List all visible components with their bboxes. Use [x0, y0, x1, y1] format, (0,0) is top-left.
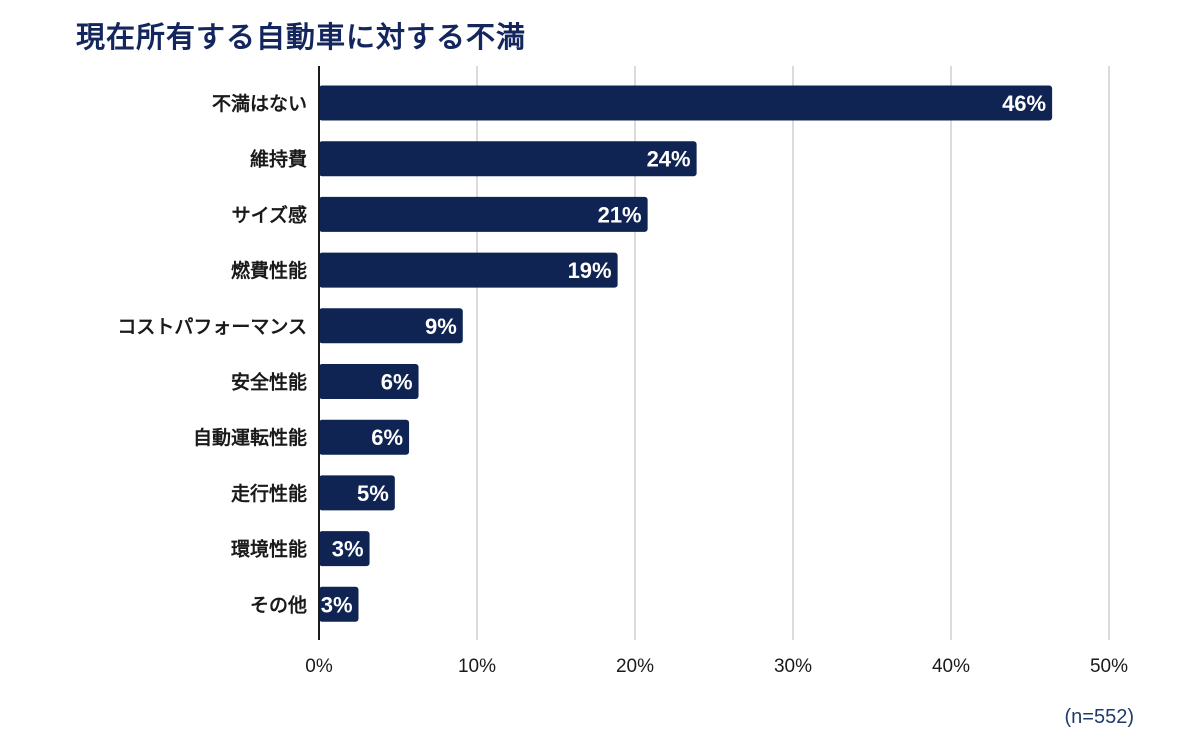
x-tick-label: 0%: [305, 656, 333, 677]
bar: [319, 419, 410, 455]
category-label: 走行性能: [231, 482, 307, 505]
category-label: 燃費性能: [231, 259, 307, 282]
category-label: 安全性能: [231, 371, 307, 394]
x-tick-label: 30%: [774, 656, 812, 677]
x-tick-label: 20%: [616, 656, 654, 677]
data-label: 3%: [321, 592, 353, 617]
data-label: 5%: [357, 481, 389, 506]
data-label: 6%: [371, 425, 403, 450]
category-label: コストパフォーマンス: [117, 316, 307, 338]
x-tick-label: 40%: [932, 656, 970, 677]
x-tick-label: 50%: [1090, 656, 1128, 677]
category-label: サイズ感: [232, 203, 307, 226]
data-label: 24%: [647, 147, 691, 172]
bar: [319, 196, 648, 232]
data-label: 3%: [332, 537, 364, 562]
data-label: 6%: [381, 370, 413, 395]
data-label: 9%: [425, 314, 457, 339]
bar: [319, 85, 1053, 121]
data-label: 21%: [598, 202, 642, 227]
category-label: 維持費: [250, 148, 307, 171]
x-tick-label: 10%: [458, 656, 496, 677]
category-label: 自動運転性能: [193, 426, 307, 449]
data-label: 46%: [1002, 91, 1046, 116]
bar-chart: 0% 10% 20% 30% 40% 50% 不満はない 46% 維持費 24% サイズ感 21% 燃費…: [117, 66, 1128, 677]
bar: [319, 531, 370, 567]
category-label: 環境性能: [231, 538, 307, 561]
bar: [319, 475, 395, 511]
bar: [319, 308, 463, 344]
bar: [319, 586, 359, 622]
sample-size-note: (n=552): [1064, 706, 1135, 728]
category-label: その他: [250, 593, 307, 616]
bar: [319, 252, 618, 288]
bar: [319, 364, 419, 399]
bar: [319, 141, 697, 177]
category-label: 不満はない: [212, 93, 307, 115]
data-label: 19%: [568, 258, 612, 283]
chart-title: 現在所有する自動車に対する不満: [76, 20, 527, 54]
